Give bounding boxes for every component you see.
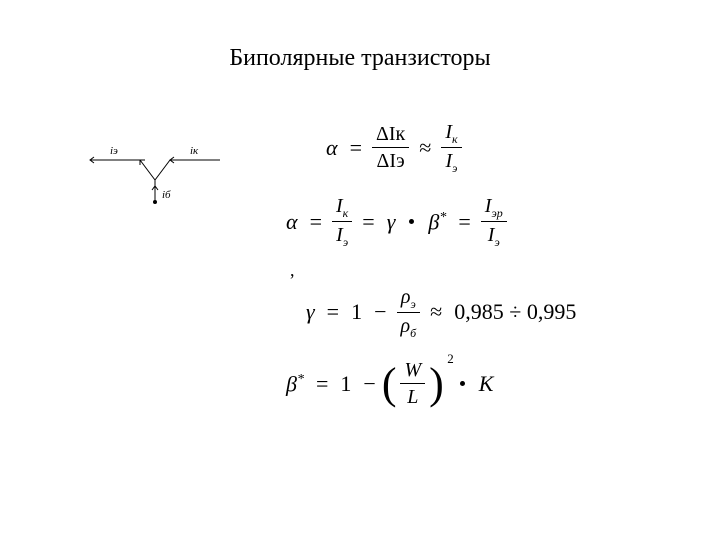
frac-den: ΔIэ: [373, 149, 409, 173]
schematic-svg: iэ iк iб: [80, 140, 230, 210]
frac-num: ρэ: [397, 285, 420, 311]
frac-den: Iэ: [332, 223, 352, 249]
minus-sign: −: [363, 373, 375, 395]
frac-den: Iэ: [441, 149, 461, 175]
right-paren: ): [429, 366, 444, 401]
gamma-symbol: γ: [387, 211, 396, 233]
approx-sign: ≈: [419, 137, 431, 159]
equation-alpha-definition: α = ΔIк ΔIэ ≈ Iк Iэ: [320, 120, 680, 176]
page-title: Биполярные транзисторы: [0, 45, 720, 72]
beta-star-symbol: β*: [428, 211, 446, 233]
equations-block: α = ΔIк ΔIэ ≈ Iк Iэ α = Iк Iэ = γ β* = I…: [280, 120, 680, 427]
left-paren: (: [382, 366, 397, 401]
approx-sign: ≈: [430, 301, 442, 323]
multiply-dot: [460, 381, 465, 386]
parenthesized-fraction: ( W L ) 2: [382, 358, 444, 409]
equals-sign: =: [316, 373, 328, 395]
fraction-rho: ρэ ρб: [397, 285, 421, 341]
fraction-w-l: W L: [400, 358, 425, 409]
beta-star-symbol: β*: [286, 373, 304, 395]
equals-sign: =: [310, 211, 322, 233]
frac-num: Iэp: [481, 194, 507, 220]
frac-num: Iк: [441, 120, 461, 146]
constant-k: К: [479, 373, 494, 395]
one: 1: [351, 301, 362, 323]
fraction-iep-ie: Iэp Iэ: [481, 194, 507, 250]
fraction-delta-ik-ie: ΔIк ΔIэ: [372, 122, 409, 173]
fraction-ik-ie: Iк Iэ: [441, 120, 461, 176]
frac-den: ρб: [397, 314, 421, 340]
equation-alpha-gamma-beta: α = Iк Iэ = γ β* = Iэp Iэ: [280, 194, 680, 250]
fraction-ik-ie: Iк Iэ: [332, 194, 352, 250]
equals-sign: =: [458, 211, 470, 233]
equals-sign: =: [362, 211, 374, 233]
multiply-dot: [409, 219, 414, 224]
frac-num: ΔIк: [372, 122, 409, 146]
comma-separator: ,: [290, 260, 680, 281]
frac-den: Iэ: [484, 223, 504, 249]
gamma-symbol: γ: [306, 301, 315, 323]
alpha-symbol: α: [286, 211, 298, 233]
label-emitter: iэ: [110, 145, 118, 157]
frac-den: L: [403, 385, 422, 409]
one: 1: [340, 373, 351, 395]
alpha-symbol: α: [326, 137, 338, 159]
equals-sign: =: [350, 137, 362, 159]
gamma-value-range: 0,985 ÷ 0,995: [454, 301, 576, 323]
frac-num: W: [400, 358, 425, 382]
minus-sign: −: [374, 301, 386, 323]
transistor-schematic: iэ iк iб: [80, 140, 230, 210]
label-base: iб: [162, 189, 171, 201]
exponent: 2: [447, 352, 454, 365]
frac-num: Iк: [332, 194, 352, 220]
equation-beta-star: β* = 1 − ( W L ) 2 К: [280, 358, 680, 409]
equals-sign: =: [327, 301, 339, 323]
equation-gamma: γ = 1 − ρэ ρб ≈ 0,985 ÷ 0,995: [300, 285, 680, 341]
label-collector: iк: [190, 145, 199, 157]
